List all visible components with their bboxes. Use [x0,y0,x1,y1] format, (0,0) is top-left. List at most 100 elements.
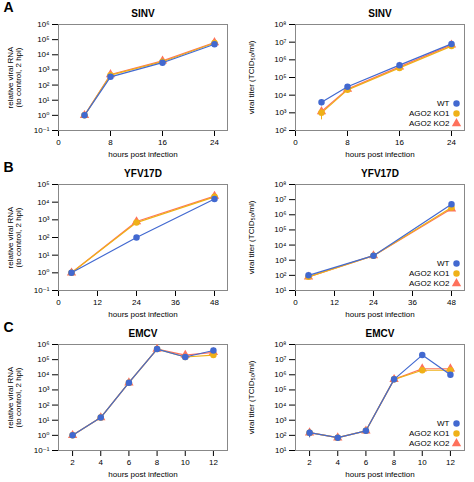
svg-text:WT: WT [437,259,450,268]
svg-text:hours post infection: hours post infection [108,470,177,479]
svg-text:2: 2 [307,458,312,467]
svg-text:10⁶: 10⁶ [37,20,49,29]
svg-text:10⁴: 10⁴ [37,50,50,59]
svg-text:10⁶: 10⁶ [274,370,286,379]
svg-text:10⁸: 10⁸ [274,180,286,189]
svg-text:10¹: 10¹ [38,416,50,425]
svg-text:10⁰: 10⁰ [37,111,49,120]
svg-text:10³: 10³ [38,385,50,394]
svg-text:10⁴: 10⁴ [274,91,287,100]
svg-text:10⁵: 10⁵ [37,180,49,189]
svg-text:10³: 10³ [275,108,287,117]
svg-text:EMCV: EMCV [129,328,158,339]
svg-text:10⁴: 10⁴ [37,198,50,207]
svg-text:10³: 10³ [38,215,50,224]
svg-text:0: 0 [56,138,61,147]
svg-text:10¹: 10¹ [275,286,287,295]
svg-text:10⁶: 10⁶ [37,340,49,349]
svg-text:6: 6 [364,458,369,467]
svg-text:10⁵: 10⁵ [37,35,49,44]
svg-text:10²: 10² [275,431,287,440]
svg-text:10¹: 10¹ [38,251,50,260]
svg-text:10⁴: 10⁴ [37,370,50,379]
svg-text:10: 10 [418,458,427,467]
svg-text:10³: 10³ [38,65,50,74]
svg-text:YFV17D: YFV17D [124,168,162,179]
svg-text:AGO2 KO2: AGO2 KO2 [409,119,450,128]
svg-text:10²: 10² [275,126,287,135]
svg-text:48: 48 [447,298,456,307]
svg-text:36: 36 [408,298,417,307]
svg-text:10⁻¹: 10⁻¹ [34,446,50,455]
svg-text:0: 0 [293,298,298,307]
svg-text:AGO2 KO1: AGO2 KO1 [409,109,450,118]
svg-text:12: 12 [209,458,218,467]
svg-text:relative viral RNA(to control,: relative viral RNA(to control, 2 hpi) [6,366,23,428]
svg-text:8: 8 [155,458,160,467]
svg-text:10²: 10² [275,271,287,280]
svg-text:relative viral RNA(to control,: relative viral RNA(to control, 2 hpi) [6,46,23,108]
svg-text:10⁵: 10⁵ [274,73,286,82]
svg-text:6: 6 [127,458,132,467]
svg-text:hours post infection: hours post infection [108,310,177,319]
svg-text:relative viral RNA(to control,: relative viral RNA(to control, 2 hpi) [6,206,23,268]
svg-text:8: 8 [108,138,113,147]
svg-text:C: C [4,319,14,335]
svg-text:B: B [4,159,14,175]
svg-text:4: 4 [99,458,104,467]
svg-text:24: 24 [210,138,219,147]
svg-text:10⁵: 10⁵ [274,225,286,234]
svg-text:24: 24 [447,138,456,147]
svg-text:2: 2 [70,458,75,467]
svg-text:10⁸: 10⁸ [274,340,286,349]
svg-text:viral titer (TCID₅₀/ml): viral titer (TCID₅₀/ml) [247,360,256,434]
svg-text:hours post infection: hours post infection [108,150,177,159]
svg-text:EMCV: EMCV [366,328,395,339]
svg-text:12: 12 [93,298,102,307]
svg-text:10⁰: 10⁰ [37,268,49,277]
svg-text:0: 0 [56,298,61,307]
svg-text:10⁸: 10⁸ [274,20,286,29]
svg-text:10⁻¹: 10⁻¹ [34,126,50,135]
svg-text:10⁵: 10⁵ [37,355,49,364]
svg-text:10³: 10³ [275,416,287,425]
svg-text:10⁷: 10⁷ [275,355,287,364]
svg-text:0: 0 [293,138,298,147]
svg-text:10⁶: 10⁶ [274,210,286,219]
svg-text:10²: 10² [38,233,50,242]
svg-text:WT: WT [437,99,450,108]
svg-text:AGO2 KO2: AGO2 KO2 [409,439,450,448]
svg-text:YFV17D: YFV17D [361,168,399,179]
svg-text:24: 24 [132,298,141,307]
svg-text:10⁴: 10⁴ [274,241,287,250]
svg-text:viral titer (TCID₅₀/ml): viral titer (TCID₅₀/ml) [247,40,256,114]
svg-text:16: 16 [395,138,404,147]
svg-text:4: 4 [336,458,341,467]
svg-text:10⁶: 10⁶ [274,55,286,64]
svg-text:16: 16 [158,138,167,147]
svg-text:hours post infection: hours post infection [345,470,414,479]
svg-text:10⁴: 10⁴ [274,401,287,410]
svg-text:AGO2 KO2: AGO2 KO2 [409,279,450,288]
svg-text:10⁰: 10⁰ [37,431,49,440]
svg-text:8: 8 [345,138,350,147]
svg-text:8: 8 [392,458,397,467]
svg-text:10: 10 [181,458,190,467]
svg-text:10¹: 10¹ [275,446,287,455]
svg-text:24: 24 [369,298,378,307]
svg-text:AGO2 KO1: AGO2 KO1 [409,269,450,278]
svg-text:10⁵: 10⁵ [274,385,286,394]
svg-text:36: 36 [171,298,180,307]
svg-text:AGO2 KO1: AGO2 KO1 [409,429,450,438]
svg-text:48: 48 [210,298,219,307]
svg-text:viral titer (TCID₅₀/ml): viral titer (TCID₅₀/ml) [247,200,256,274]
svg-text:hours post infection: hours post infection [345,150,414,159]
svg-text:12: 12 [446,458,455,467]
svg-text:10²: 10² [38,81,50,90]
svg-text:10⁷: 10⁷ [275,195,287,204]
svg-text:WT: WT [437,419,450,428]
svg-text:12: 12 [330,298,339,307]
svg-text:10⁻¹: 10⁻¹ [34,286,50,295]
svg-text:A: A [4,0,14,15]
svg-text:SINV: SINV [131,8,155,19]
